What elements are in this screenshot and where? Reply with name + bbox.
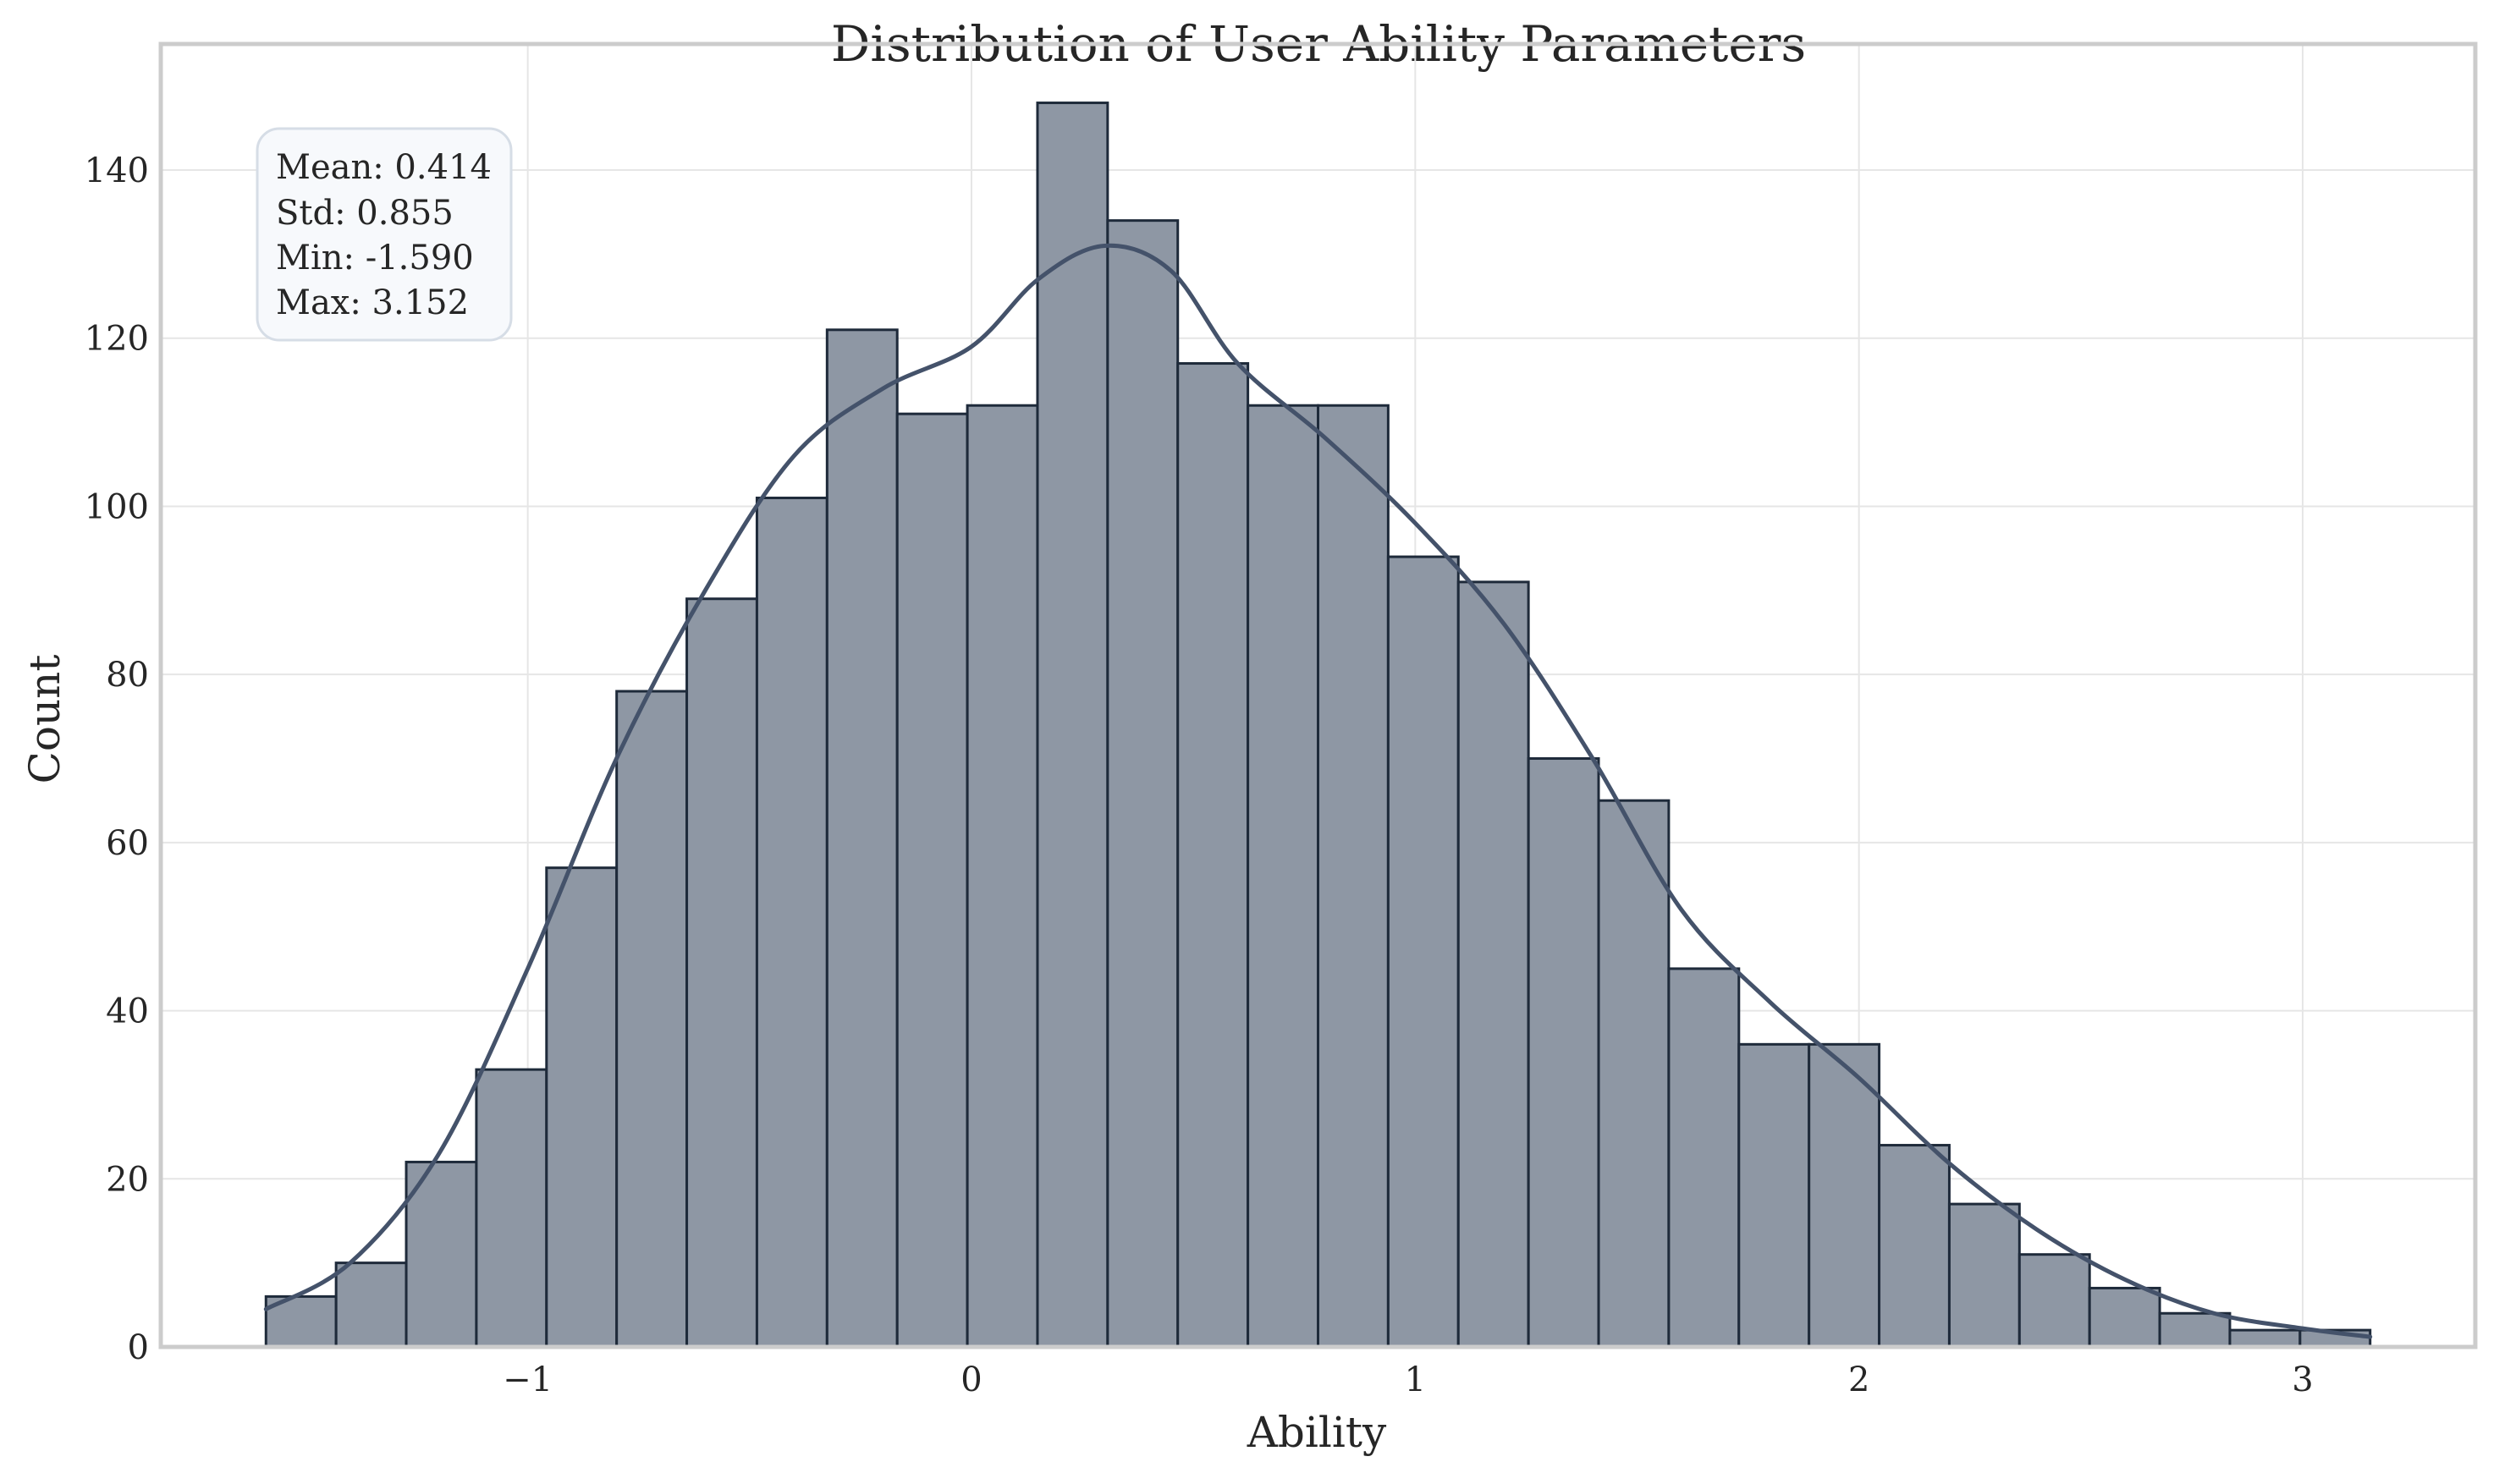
histogram-bar bbox=[334, 1261, 408, 1349]
histogram-bar bbox=[1317, 404, 1390, 1349]
histogram-bar bbox=[2158, 1311, 2232, 1349]
x-tick-label: 3 bbox=[2292, 1360, 2313, 1399]
histogram-bar bbox=[1456, 580, 1530, 1349]
y-tick-label: 80 bbox=[106, 656, 149, 695]
y-tick-label: 20 bbox=[106, 1160, 149, 1199]
histogram-bar bbox=[2088, 1286, 2161, 1349]
kde-curve bbox=[263, 243, 2373, 1339]
histogram-bar bbox=[1667, 967, 1741, 1349]
y-tick-label: 140 bbox=[85, 151, 149, 190]
y-tick-label: 120 bbox=[85, 320, 149, 359]
histogram-bar bbox=[1878, 1144, 1951, 1349]
histogram-bar bbox=[1386, 555, 1460, 1349]
y-axis-label: Count bbox=[20, 655, 69, 784]
histogram-bar bbox=[685, 597, 758, 1349]
plot-frame bbox=[158, 41, 2478, 1349]
stats-box-background bbox=[256, 127, 513, 342]
x-axis-ticks: −1 0 1 2 3 bbox=[503, 1360, 2314, 1399]
stats-std: Std: 0.855 bbox=[276, 194, 454, 233]
histogram-bar bbox=[1036, 102, 1109, 1349]
y-tick-label: 60 bbox=[106, 824, 149, 863]
histogram-bar bbox=[1527, 757, 1600, 1349]
histogram-bar bbox=[1106, 219, 1180, 1349]
stats-mean: Mean: 0.414 bbox=[276, 148, 492, 187]
histogram-bar bbox=[615, 690, 689, 1349]
histogram-bar bbox=[2228, 1328, 2302, 1349]
histogram-bar bbox=[755, 497, 828, 1349]
x-tick-label: 0 bbox=[961, 1360, 982, 1399]
x-tick-label: 2 bbox=[1848, 1360, 1869, 1399]
x-tick-label: −1 bbox=[503, 1360, 553, 1399]
y-tick-label: 0 bbox=[128, 1328, 149, 1367]
histogram-bar bbox=[966, 404, 1039, 1349]
histogram-bar bbox=[1247, 404, 1320, 1349]
y-tick-label: 100 bbox=[85, 487, 149, 526]
stats-min: Min: -1.590 bbox=[276, 239, 474, 278]
x-tick-label: 1 bbox=[1405, 1360, 1426, 1399]
histogram-bars bbox=[264, 102, 2372, 1349]
histogram-bar bbox=[545, 866, 619, 1349]
histogram-bar bbox=[475, 1068, 548, 1349]
histogram-bar bbox=[825, 328, 899, 1349]
stats-box: Mean: 0.414 Std: 0.855 Min: -1.590 Max: … bbox=[256, 127, 513, 342]
histogram-bar bbox=[2017, 1253, 2091, 1349]
y-axis-ticks: 0 20 40 60 80 100 120 140 bbox=[85, 151, 149, 1367]
histogram-bar bbox=[1947, 1202, 2021, 1349]
histogram-bar bbox=[1737, 1042, 1811, 1349]
x-axis-label: Ability bbox=[1247, 1408, 1387, 1457]
y-tick-label: 40 bbox=[106, 992, 149, 1031]
histogram-bar bbox=[895, 412, 969, 1349]
histogram-bar bbox=[1176, 362, 1250, 1349]
histogram-bar bbox=[1597, 799, 1671, 1349]
stats-max: Max: 3.152 bbox=[276, 283, 469, 322]
